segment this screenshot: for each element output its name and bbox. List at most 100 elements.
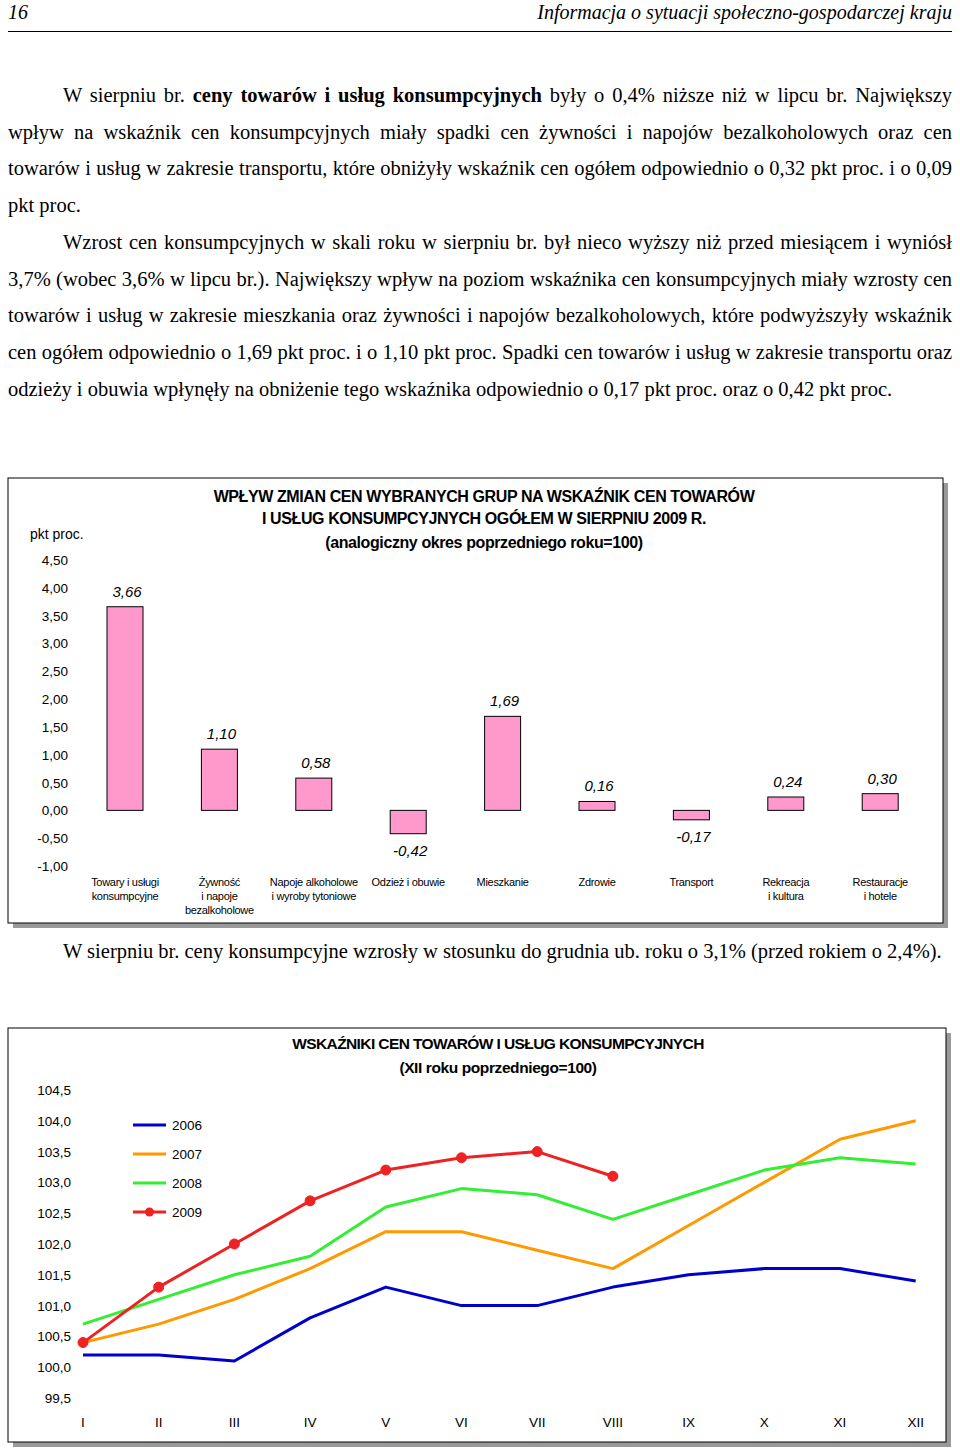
data-label: -0,42 [393, 842, 428, 859]
bar [768, 797, 804, 810]
legend-swatch [133, 1124, 166, 1127]
tick-label: 3,50 [42, 609, 68, 624]
category-label: V [381, 1415, 390, 1430]
category-label: XI [834, 1415, 847, 1430]
axis-label: pkt proc. [30, 526, 84, 542]
legend-label: 2006 [172, 1118, 202, 1133]
tick-label: 4,50 [42, 553, 68, 568]
data-label: 0,24 [773, 773, 802, 790]
running-title: Informacja o sytuacji społeczno-gospodar… [537, 1, 952, 24]
category-label: Restauracjei hotele [852, 876, 908, 902]
tick-label: 1,00 [42, 748, 68, 763]
data-label: 0,58 [301, 754, 331, 771]
data-label: 0,30 [868, 770, 898, 787]
charts: WPŁYW ZMIAN CEN WYBRANYCH GRUP NA WSKAŹN… [0, 0, 960, 1451]
tick-label: 102,0 [37, 1237, 71, 1252]
category-label: IX [682, 1415, 695, 1430]
marker [78, 1338, 88, 1348]
tick-label: 4,00 [42, 581, 68, 596]
legend-label: 2008 [172, 1176, 202, 1191]
marker [229, 1239, 239, 1249]
category-label: VI [455, 1415, 468, 1430]
category-label: Odzież i obuwie [372, 876, 445, 888]
data-label: 1,10 [207, 725, 237, 742]
tick-label: 103,0 [37, 1175, 71, 1190]
bar [485, 716, 521, 810]
bar [390, 810, 426, 833]
category-label: Rekreacjai kultura [762, 876, 810, 902]
chart-title: WPŁYW ZMIAN CEN WYBRANYCH GRUP NA WSKAŹN… [214, 487, 756, 505]
category-label: VII [529, 1415, 546, 1430]
category-label: II [155, 1415, 163, 1430]
text: W sierpniu br. [63, 84, 193, 106]
tick-label: 104,5 [37, 1083, 71, 1098]
page-number: 16 [8, 1, 28, 24]
marker [381, 1165, 391, 1175]
marker [457, 1153, 467, 1163]
category-label: Towary i usługikonsumpcyjne [91, 876, 159, 902]
category-label: IV [304, 1415, 317, 1430]
tick-label: 103,5 [37, 1145, 71, 1160]
category-label: Żywnośći napojebezalkoholowe [185, 876, 254, 916]
lines [78, 1121, 916, 1361]
text: Wzrost cen konsumpcyjnych w skali roku w… [8, 231, 952, 400]
legend-label: 2007 [172, 1147, 202, 1162]
tick-label: 101,5 [37, 1268, 71, 1283]
chart-title: I USŁUG KONSUMPCYJNYCH OGÓŁEM W SIERPNIU… [262, 509, 706, 527]
series-line [83, 1121, 916, 1343]
tick-label: 100,0 [37, 1360, 71, 1375]
tick-label: 102,5 [37, 1206, 71, 1221]
tick-label: 1,50 [42, 720, 68, 735]
data-label: 1,69 [490, 692, 520, 709]
chart-frame [8, 1028, 946, 1442]
tick-label: 0,50 [42, 776, 68, 791]
chart-subtitle: (XII roku poprzedniego=100) [399, 1059, 596, 1076]
marker [154, 1282, 164, 1292]
marker [608, 1171, 618, 1181]
bar [862, 794, 898, 811]
text: W sierpniu br. ceny konsumpcyjne wzrosły… [63, 940, 942, 962]
tick-label: 0,00 [42, 803, 68, 818]
tick-label: 100,5 [37, 1329, 71, 1344]
category-label: III [229, 1415, 240, 1430]
marker [305, 1196, 315, 1206]
legend-label: 2009 [172, 1205, 202, 1220]
legend-swatch [133, 1153, 166, 1156]
data-label: 0,16 [584, 777, 614, 794]
category-label: XII [907, 1415, 924, 1430]
data-label: 3,66 [112, 583, 142, 600]
series-line [83, 1158, 916, 1324]
bar [107, 607, 143, 811]
chart-title: WSKAŹNIKI CEN TOWARÓW I USŁUG KONSUMPCYJ… [292, 1035, 704, 1052]
category-label: X [760, 1415, 769, 1430]
bar [673, 810, 709, 819]
tick-label: 104,0 [37, 1114, 71, 1129]
bar [296, 778, 332, 810]
category-label: Napoje alkoholowei wyroby tytoniowe [270, 876, 358, 902]
category-label: Mieszkanie [477, 876, 529, 888]
category-label: Transport [669, 876, 713, 888]
bold-text: ceny towarów i usług konsumpcyjnych [193, 84, 542, 106]
marker [532, 1147, 542, 1157]
paragraph: W sierpniu br. ceny towarów i usług kons… [8, 77, 952, 224]
category-label: VIII [603, 1415, 623, 1430]
legend-swatch [133, 1182, 166, 1185]
series-line [83, 1152, 613, 1343]
tick-label: -1,00 [37, 859, 68, 874]
category-label: I [81, 1415, 85, 1430]
tick-label: -0,50 [37, 831, 68, 846]
tick-label: 3,00 [42, 636, 68, 651]
tick-label: 2,00 [42, 692, 68, 707]
bar [579, 801, 615, 810]
chart-frame [8, 478, 943, 923]
data-label: -0,17 [676, 828, 711, 845]
tick-label: 99,5 [45, 1391, 71, 1406]
tick-label: 101,0 [37, 1299, 71, 1314]
tick-label: 2,50 [42, 664, 68, 679]
paragraph: W sierpniu br. ceny konsumpcyjne wzrosły… [8, 934, 952, 969]
chart-subtitle: (analogiczny okres poprzedniego roku=100… [325, 534, 643, 551]
bar [201, 749, 237, 810]
category-label: Zdrowie [578, 876, 615, 888]
paragraph: Wzrost cen konsumpcyjnych w skali roku w… [8, 224, 952, 408]
legend-marker [145, 1208, 154, 1217]
